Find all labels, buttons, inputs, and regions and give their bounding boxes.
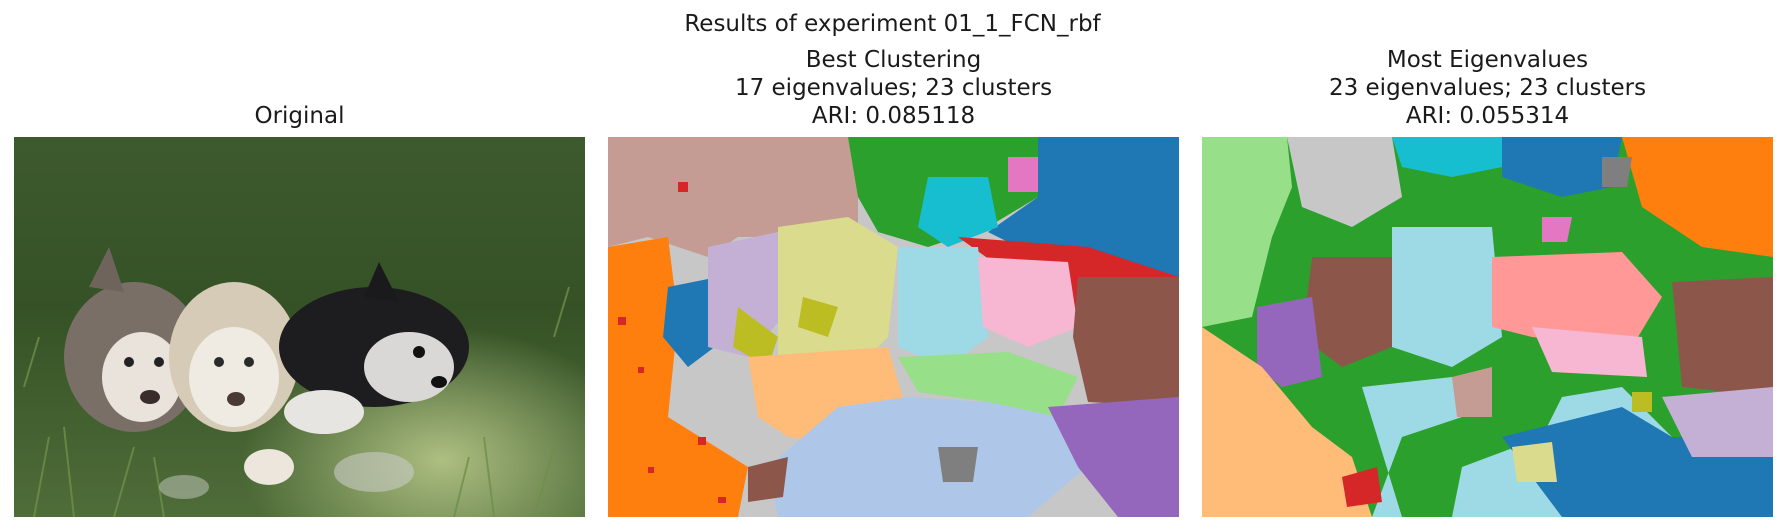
panel-title-best-line2: 17 eigenvalues; 23 clusters [734, 75, 1053, 101]
most-cluster-map [1202, 137, 1773, 517]
panel-title-most-line3: ARI: 0.055314 [1405, 103, 1570, 129]
panel-best-clustering: Best Clustering 17 eigenvalues; 23 clust… [608, 0, 1179, 532]
original-photo [14, 137, 585, 517]
panel-most-eigenvalues: Most Eigenvalues 23 eigenvalues; 23 clus… [1202, 0, 1773, 532]
panel-original: Original [14, 0, 585, 532]
panel-title-most-line1: Most Eigenvalues [1386, 47, 1589, 73]
panel-title-original: Original [254, 103, 345, 129]
best-cluster-map [608, 137, 1179, 517]
panel-title-best-line3: ARI: 0.085118 [811, 103, 976, 129]
panel-title-most-line2: 23 eigenvalues; 23 clusters [1328, 75, 1647, 101]
panel-title-best-line1: Best Clustering [805, 47, 982, 73]
figure-suptitle: Results of experiment 01_1_FCN_rbf [684, 11, 1101, 37]
